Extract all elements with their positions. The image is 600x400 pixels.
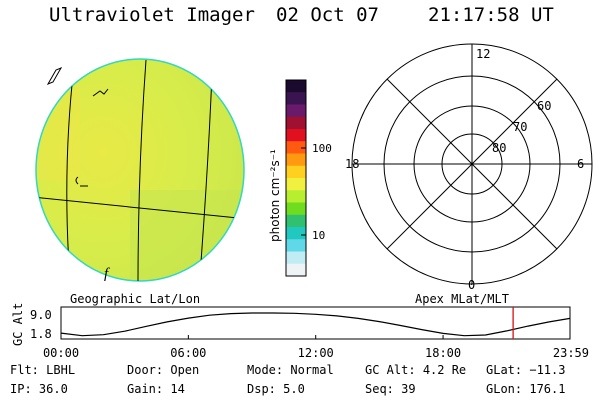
colorbar-unit-label: photon cm⁻²s⁻¹ <box>268 149 282 242</box>
altitude-plot: GC Alt 9.0 1.8 00:00 06:00 12:00 18:00 23:59 <box>11 303 589 360</box>
polar-map <box>351 43 593 285</box>
colorbar-tick-label: 100 <box>312 142 332 155</box>
info-ip: IP: 36.0 <box>10 382 68 396</box>
colorbar-segment <box>286 190 306 204</box>
mlt-label-0: 0 <box>468 278 475 292</box>
colorbar-segment <box>286 116 306 130</box>
altitude-series-line <box>60 312 571 337</box>
mlat-label: 60 <box>537 99 551 113</box>
longitude-line <box>137 59 147 281</box>
mlt-label-12: 12 <box>476 47 490 61</box>
altitude-xtick-label: 00:00 <box>43 346 79 360</box>
colorbar-frame <box>285 79 307 277</box>
colorbar-segment <box>286 263 306 277</box>
mlt-meridian <box>386 78 558 250</box>
mlt-label-18: 18 <box>345 157 359 171</box>
instrument-title: Ultraviolet Imager <box>49 4 255 26</box>
left-map-label: Geographic Lat/Lon <box>70 292 200 306</box>
right-map-label: Apex MLat/MLT <box>415 292 509 306</box>
altitude-xtick-label: 06:00 <box>170 346 206 360</box>
info-dsp: Dsp: 5.0 <box>247 382 305 396</box>
altitude-ylabel: GC Alt <box>11 303 25 346</box>
coastline-feature <box>75 176 88 187</box>
colorbar-segment <box>286 251 306 265</box>
altitude-xtick-label: 18:00 <box>425 346 461 360</box>
colorbar-segment <box>286 239 306 253</box>
colorbar-segment <box>286 165 306 179</box>
altitude-xtick-label: 23:59 <box>553 346 589 360</box>
colorbar-segment <box>286 104 306 118</box>
info-seq: Seq: 39 <box>365 382 416 396</box>
coastline-feature <box>46 67 63 85</box>
colorbar-segment <box>286 214 306 228</box>
info-gain: Gain: 14 <box>127 382 185 396</box>
info-glon: GLon: 176.1 <box>486 382 566 396</box>
geographic-map: f <box>35 58 245 282</box>
colorbar-segment <box>286 92 306 106</box>
observation-time: 21:17:58 UT <box>428 4 554 26</box>
colorbar: 100 10 photon cm⁻²s⁻¹ <box>268 79 332 277</box>
mlt-label-6: 6 <box>577 157 584 171</box>
mlat-label: 70 <box>513 120 527 134</box>
colorbar-segment <box>286 141 306 155</box>
colorbar-segment <box>286 153 306 167</box>
info-filter: Flt: LBHL <box>10 363 76 377</box>
observation-date: 02 Oct 07 <box>276 4 379 26</box>
info-gc-alt: GC Alt: 4.2 Re <box>365 363 467 377</box>
info-door: Door: Open <box>127 363 200 377</box>
colorbar-segment <box>286 202 306 216</box>
coastline-feature <box>92 88 109 97</box>
colorbar-segment <box>286 227 306 240</box>
longitude-line <box>199 73 213 276</box>
coastline-feature: f <box>104 266 110 282</box>
altitude-ytick-label: 9.0 <box>30 308 52 322</box>
colorbar-segment <box>286 178 306 191</box>
colorbar-segment <box>286 129 306 142</box>
altitude-plot-frame <box>60 306 571 340</box>
colorbar-tick-label: 10 <box>312 229 325 242</box>
dim-region <box>130 190 244 281</box>
altitude-xtick-label: 12:00 <box>298 346 334 360</box>
equator-line <box>36 195 239 219</box>
altitude-ytick-label: 1.8 <box>30 327 52 341</box>
info-glat: GLat: −11.3 <box>486 363 566 377</box>
mlat-label: 80 <box>492 141 506 155</box>
info-mode: Mode: Normal <box>247 363 334 377</box>
colorbar-segment <box>286 80 306 93</box>
limb-outline <box>35 58 245 282</box>
